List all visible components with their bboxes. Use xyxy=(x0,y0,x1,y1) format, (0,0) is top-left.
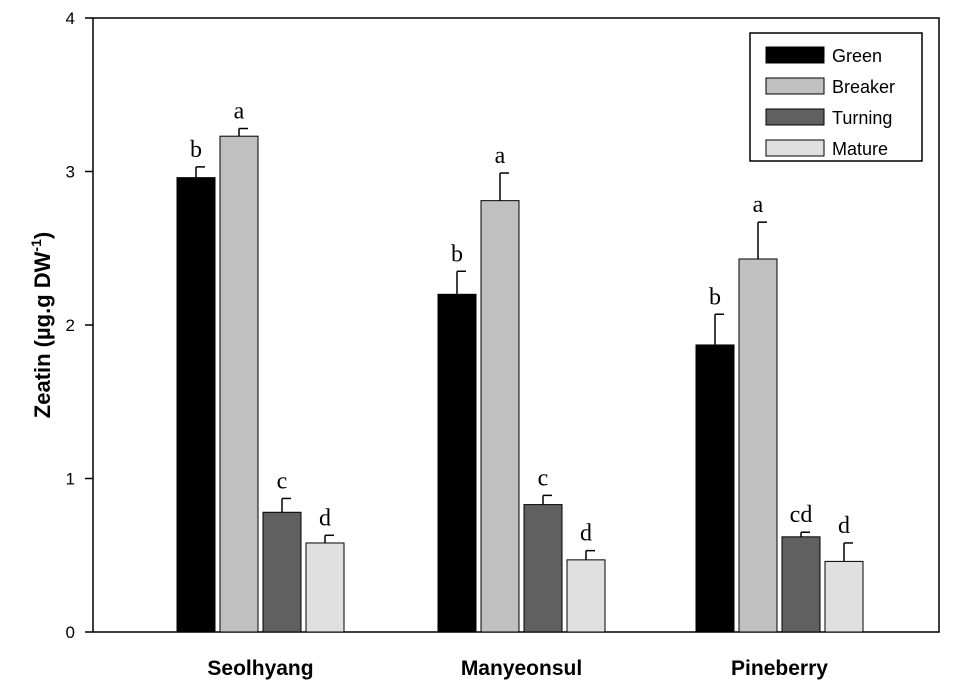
y-axis-title-close: ) xyxy=(30,232,55,239)
legend-swatch-breaker xyxy=(765,77,825,95)
bar-green xyxy=(437,293,477,633)
significance-letter: c xyxy=(538,465,549,491)
legend-label: Turning xyxy=(832,108,892,128)
bar-turning xyxy=(262,511,302,633)
bar-breaker xyxy=(480,200,520,633)
significance-letter: c xyxy=(277,468,288,494)
bar-breaker xyxy=(738,258,778,633)
significance-letter: b xyxy=(709,284,721,310)
legend-swatch-green xyxy=(765,46,825,64)
y-tick-label: 4 xyxy=(66,9,75,28)
significance-letter: d xyxy=(319,505,331,531)
legend-label: Mature xyxy=(832,139,888,159)
legend-swatch-turning xyxy=(765,108,825,126)
y-tick-label: 3 xyxy=(66,163,75,182)
y-axis: 0 1 2 3 4 xyxy=(66,9,93,642)
significance-letter: b xyxy=(451,241,463,267)
bar-turning xyxy=(781,536,821,633)
bar-mature xyxy=(824,560,864,633)
bar-breaker xyxy=(219,135,259,633)
significance-letter: a xyxy=(753,192,764,218)
significance-letter: a xyxy=(495,143,506,169)
bar-turning xyxy=(523,504,563,633)
bar-mature xyxy=(305,542,345,633)
y-tick-label: 0 xyxy=(66,623,75,642)
legend-swatch-mature xyxy=(765,139,825,157)
x-category-label: Manyeonsul xyxy=(461,657,582,680)
legend-label: Breaker xyxy=(832,77,895,97)
significance-letter: d xyxy=(838,513,850,539)
x-category-label: Seolhyang xyxy=(207,657,313,680)
significance-letter: b xyxy=(190,137,202,163)
bar-green xyxy=(176,177,216,633)
y-axis-title: Zeatin (µg.g DW-1) xyxy=(28,232,55,418)
significance-letter: cd xyxy=(790,502,813,528)
bar-mature xyxy=(566,559,606,633)
legend: Green Breaker Turning Mature xyxy=(749,32,923,162)
x-category-label: Pineberry xyxy=(731,657,828,680)
y-tick-label: 2 xyxy=(66,316,75,335)
legend-label: Green xyxy=(832,46,882,66)
y-tick-label: 1 xyxy=(66,470,75,489)
significance-letter: d xyxy=(580,521,592,547)
significance-letter: a xyxy=(234,99,245,125)
bar-green xyxy=(695,344,735,633)
x-axis: Seolhyang Manyeonsul Pineberry xyxy=(207,657,828,680)
y-axis-title-superscript: -1 xyxy=(28,239,44,252)
